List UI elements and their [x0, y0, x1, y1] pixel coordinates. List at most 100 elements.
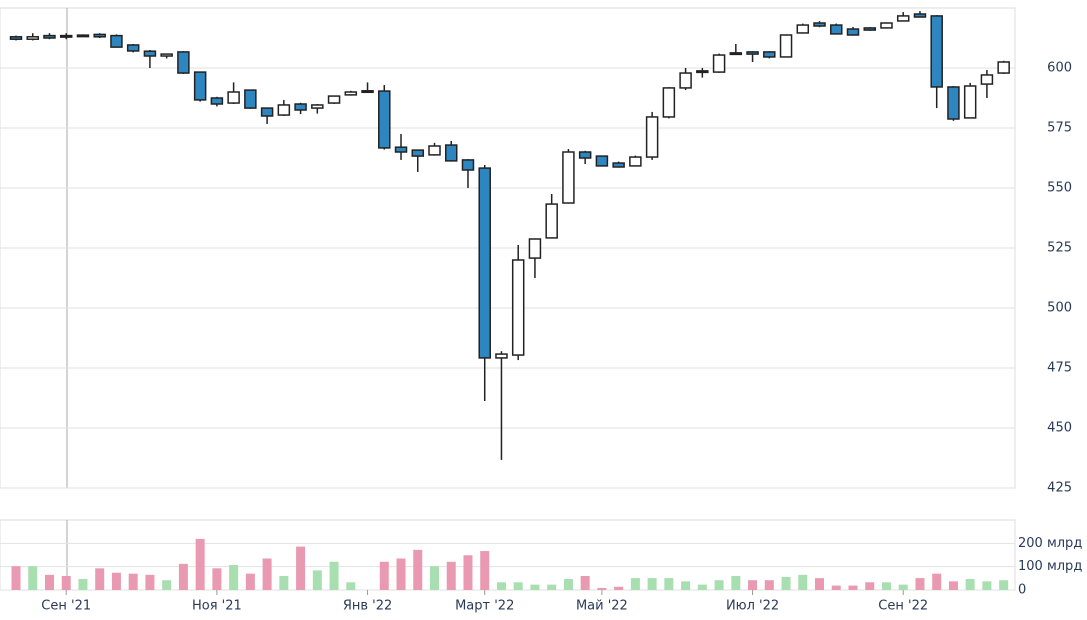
- candle-body: [980, 74, 994, 85]
- volume-bar: [865, 582, 875, 590]
- candle-body: [344, 91, 358, 96]
- candle-body: [428, 145, 441, 156]
- v-tick-label: 200 млрд: [1018, 536, 1082, 551]
- candle-body: [444, 144, 458, 162]
- volume-bar: [731, 576, 741, 590]
- candle-body: [562, 151, 575, 204]
- volume-bar: [212, 568, 222, 590]
- candle-body: [595, 155, 609, 167]
- volume-bar: [915, 578, 925, 590]
- y-tick-label: 575: [1047, 121, 1072, 136]
- volume-bar: [111, 572, 121, 590]
- volume-bar: [681, 581, 691, 590]
- candle-body: [528, 238, 542, 259]
- candle-body: [495, 353, 508, 359]
- candle-body: [93, 33, 106, 38]
- candle-body: [645, 116, 659, 158]
- candle-body: [378, 90, 391, 149]
- volume-bar: [229, 565, 239, 590]
- volume-bar: [714, 580, 724, 590]
- candle-body: [126, 44, 140, 52]
- candle-body: [361, 90, 374, 94]
- candle-body: [696, 70, 709, 74]
- candle-body: [461, 159, 475, 171]
- candle-body: [244, 89, 257, 109]
- volume-bar: [329, 561, 339, 590]
- volume-bar: [547, 584, 557, 590]
- volume-bar: [413, 549, 423, 590]
- candle-body: [143, 50, 157, 57]
- volume-bar: [881, 582, 891, 590]
- y-tick-label: 450: [1047, 421, 1072, 436]
- volume-bar: [563, 579, 573, 590]
- candle-body: [629, 156, 642, 167]
- y-tick-label: 425: [1047, 481, 1072, 496]
- candle-body: [411, 149, 425, 157]
- volume-bar: [78, 579, 88, 590]
- candle-body: [43, 34, 56, 39]
- candle-body: [763, 51, 776, 58]
- volume-bar: [781, 576, 791, 590]
- y-tick-label: 600: [1047, 61, 1072, 76]
- volume-bar: [279, 576, 289, 590]
- candle-body: [846, 28, 860, 36]
- candle-body: [947, 86, 960, 120]
- volume-bar: [580, 576, 590, 590]
- y-tick-label: 500: [1047, 301, 1072, 316]
- volume-bar: [11, 566, 21, 590]
- candle-body: [997, 61, 1010, 74]
- volume-bar: [630, 578, 640, 590]
- candle-body: [779, 34, 793, 58]
- volume-bar: [513, 582, 523, 590]
- volume-bar: [296, 546, 306, 590]
- x-tick-label: Март '22: [455, 599, 514, 614]
- candle-body: [9, 36, 23, 40]
- volume-bar: [982, 581, 992, 590]
- x-tick-label: Сен '21: [41, 599, 91, 614]
- volume-bar: [128, 573, 138, 590]
- volume-bar: [764, 580, 774, 590]
- candle-body: [679, 72, 692, 89]
- candle-body: [193, 71, 207, 101]
- x-tick-label: Июл '22: [726, 599, 779, 614]
- candle-body: [294, 103, 307, 111]
- candle-body: [612, 162, 625, 168]
- y-tick-label: 550: [1047, 181, 1072, 196]
- volume-bar: [61, 576, 71, 590]
- candle-body: [227, 91, 240, 104]
- volume-bar: [28, 566, 38, 590]
- candle-body: [177, 51, 190, 74]
- volume-bar: [530, 584, 540, 590]
- volume-bar: [664, 578, 674, 590]
- volume-bar: [697, 584, 707, 590]
- v-tick-label: 100 млрд: [1018, 559, 1082, 574]
- volume-bar: [245, 573, 255, 590]
- x-tick-label: Май '22: [576, 599, 628, 614]
- candle-body: [511, 259, 525, 356]
- candle-body: [210, 97, 224, 105]
- candle-body: [478, 167, 491, 359]
- volume-bar: [262, 558, 272, 590]
- volume-bar: [463, 555, 473, 590]
- candle-body: [662, 87, 676, 118]
- volume-bar: [932, 573, 942, 590]
- volume-bar: [195, 538, 205, 590]
- x-tick-label: Сен '22: [878, 599, 928, 614]
- candle-body: [59, 34, 73, 38]
- candle-body: [260, 107, 274, 117]
- volume-bar: [178, 563, 188, 590]
- volume-bar: [999, 580, 1009, 590]
- volume-bar: [965, 579, 975, 590]
- candle-body: [880, 22, 893, 29]
- candle-body: [76, 34, 90, 38]
- candle-body: [712, 54, 726, 73]
- candle-body: [830, 24, 843, 35]
- candle-body: [160, 53, 173, 57]
- volume-bar: [396, 558, 406, 590]
- candle-body: [863, 27, 876, 31]
- volume-bar: [848, 585, 858, 590]
- candle-body: [796, 24, 810, 34]
- volume-bar: [647, 578, 657, 590]
- y-tick-label: 475: [1047, 361, 1072, 376]
